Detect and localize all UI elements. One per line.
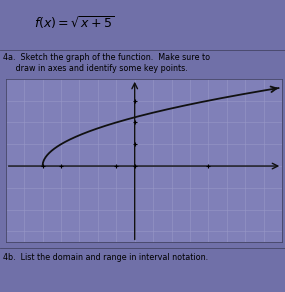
- Text: draw in axes and identify some key points.: draw in axes and identify some key point…: [3, 64, 188, 73]
- Text: 4b.  List the domain and range in interval notation.: 4b. List the domain and range in interva…: [3, 253, 208, 262]
- Text: 4a.  Sketch the graph of the function.  Make sure to: 4a. Sketch the graph of the function. Ma…: [3, 53, 210, 62]
- Text: $f(x)=\sqrt{x+5}$: $f(x)=\sqrt{x+5}$: [34, 14, 115, 31]
